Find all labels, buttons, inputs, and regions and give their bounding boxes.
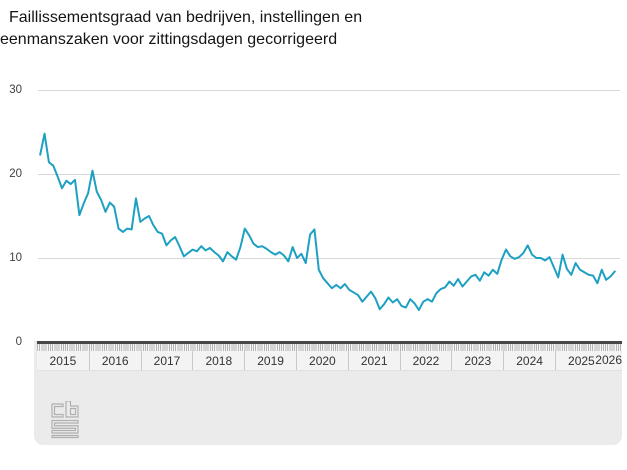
year-label-2016: 2016 <box>88 351 141 370</box>
year-label-2025: 2025 <box>554 351 607 370</box>
year-label-2023: 2023 <box>451 351 503 370</box>
cbs-logo <box>51 400 79 439</box>
chart-title: Faillissementsgraad van bedrijven, inste… <box>0 7 362 51</box>
year-label-2018: 2018 <box>192 351 244 370</box>
year-label-2015: 2015 <box>49 353 77 368</box>
year-label-2019: 2019 <box>244 351 296 370</box>
year-label-2022: 2022 <box>399 351 452 370</box>
y-axis-label-0: 0 <box>15 336 22 348</box>
footer-panel: 2015 2016 2017 2018 2019 2020 2021 2022 2023 2024… <box>34 341 622 445</box>
chart-title-line1: Faillissementsgraad van bedrijven, inste… <box>9 9 363 26</box>
year-label-2020: 2020 <box>295 351 348 370</box>
year-label-2017: 2017 <box>140 351 193 370</box>
chart-title-line2: eenmanszaken voor zittingsdagen gecorrig… <box>0 31 338 48</box>
year-label-2024: 2024 <box>503 351 555 370</box>
x-axis-year-labels: 2015 2016 2017 2018 2019 2020 2021 2022 2023 2024… <box>37 351 622 371</box>
year-label-2026: 2026 <box>595 353 622 367</box>
x-axis-baseline <box>37 341 622 344</box>
data-line-Faillissementsgraad <box>39 132 616 312</box>
y-axis-label-20: 20 <box>9 168 22 180</box>
timeline-slider[interactable] <box>37 344 622 351</box>
year-label-2021: 2021 <box>347 351 400 370</box>
y-axis-label-30: 30 <box>9 84 22 96</box>
logo-box <box>50 400 80 444</box>
y-axis-label-10: 10 <box>9 252 22 264</box>
